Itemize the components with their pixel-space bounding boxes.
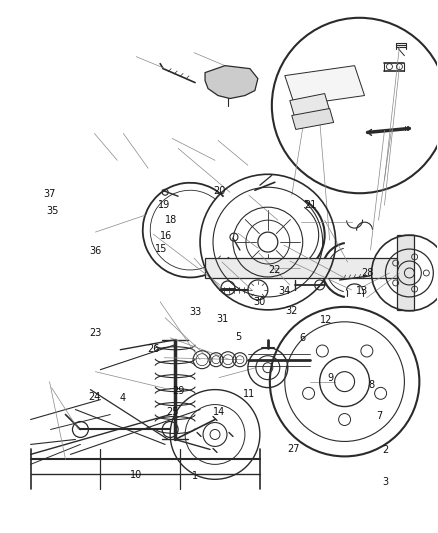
Text: 8: 8 xyxy=(369,380,375,390)
Text: 15: 15 xyxy=(155,245,168,254)
Polygon shape xyxy=(292,109,334,130)
Text: 16: 16 xyxy=(159,231,172,241)
Text: 28: 28 xyxy=(361,269,374,278)
Polygon shape xyxy=(397,235,414,310)
Polygon shape xyxy=(205,258,399,278)
Text: 11: 11 xyxy=(244,389,256,399)
Text: 36: 36 xyxy=(90,246,102,255)
Text: 6: 6 xyxy=(299,333,305,343)
Text: 5: 5 xyxy=(236,332,242,342)
Text: 14: 14 xyxy=(213,407,225,417)
Text: 20: 20 xyxy=(213,186,225,196)
Polygon shape xyxy=(285,66,364,106)
Text: 23: 23 xyxy=(90,328,102,338)
Text: 10: 10 xyxy=(130,470,142,480)
Polygon shape xyxy=(205,66,258,99)
Text: 9: 9 xyxy=(327,373,333,383)
Text: 25: 25 xyxy=(166,407,179,417)
Text: 22: 22 xyxy=(268,265,281,275)
Text: 1: 1 xyxy=(192,471,198,481)
Text: 31: 31 xyxy=(216,313,229,324)
Text: 3: 3 xyxy=(382,477,388,487)
Text: 13: 13 xyxy=(356,286,368,296)
Text: 32: 32 xyxy=(285,305,297,316)
Text: 4: 4 xyxy=(120,393,126,403)
Text: 7: 7 xyxy=(377,411,383,421)
Text: 24: 24 xyxy=(88,392,101,402)
Text: 35: 35 xyxy=(46,206,58,216)
Text: 37: 37 xyxy=(43,189,56,199)
Text: 26: 26 xyxy=(147,344,160,354)
Text: 29: 29 xyxy=(172,386,184,396)
Polygon shape xyxy=(290,94,330,117)
Text: 18: 18 xyxy=(165,215,177,225)
Text: 2: 2 xyxy=(382,445,388,455)
Text: 19: 19 xyxy=(158,200,170,211)
Text: 30: 30 xyxy=(254,297,266,307)
Text: 33: 33 xyxy=(189,306,201,317)
Text: 21: 21 xyxy=(304,200,317,211)
Text: 27: 27 xyxy=(287,444,300,454)
Text: 12: 12 xyxy=(320,314,332,325)
Text: 34: 34 xyxy=(279,286,291,296)
